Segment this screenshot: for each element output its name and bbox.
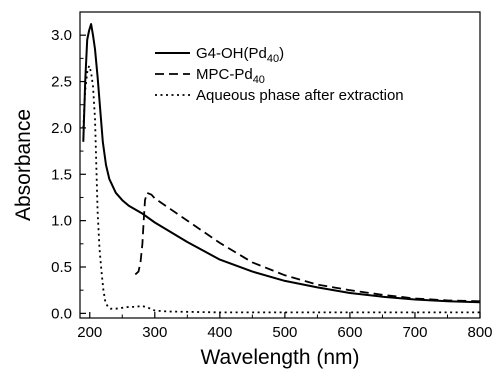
legend-label-end: ) xyxy=(279,45,284,62)
y-tick-label: 1.5 xyxy=(51,166,72,183)
x-tick-label: 300 xyxy=(142,324,167,341)
y-tick-label: 2.0 xyxy=(51,120,72,137)
legend-label-subscript: 40 xyxy=(267,53,279,65)
plot-lines xyxy=(82,23,481,314)
legend-label-2: MPC-Pd40 xyxy=(196,66,265,86)
x-axis-title: Wavelength (nm) xyxy=(200,346,359,369)
x-tick-label: 700 xyxy=(402,324,427,341)
y-tick-label: 0.0 xyxy=(51,305,72,322)
x-tick-label: 500 xyxy=(272,324,297,341)
y-axis: 0.0 0.5 1.0 1.5 2.0 2.5 3.0 xyxy=(51,27,86,322)
x-tick-label: 600 xyxy=(337,324,362,341)
x-axis: 200 300 400 500 600 700 800 xyxy=(77,312,493,341)
legend-label-main: G4-OH(Pd xyxy=(196,45,267,62)
series-line-1 xyxy=(82,23,481,304)
x-tick-label: 800 xyxy=(467,324,492,341)
y-tick-label: 0.5 xyxy=(51,259,72,276)
series-line-2 xyxy=(134,191,481,303)
legend-label-3: Aqueous phase after extraction xyxy=(196,87,404,104)
legend-label-1: G4-OH(Pd40) xyxy=(196,45,284,65)
y-tick-label: 2.5 xyxy=(51,74,72,91)
x-tick-label: 400 xyxy=(207,324,232,341)
x-tick-label: 200 xyxy=(77,324,102,341)
y-axis-title: Absorbance xyxy=(12,109,35,221)
legend-label-main: MPC-Pd xyxy=(196,66,253,83)
legend-label-main: Aqueous phase after extraction xyxy=(196,87,404,104)
legend-label-subscript: 40 xyxy=(253,74,265,86)
plot-frame xyxy=(79,11,481,319)
y-tick-label: 1.0 xyxy=(51,213,72,230)
y-tick-label: 3.0 xyxy=(51,27,72,44)
